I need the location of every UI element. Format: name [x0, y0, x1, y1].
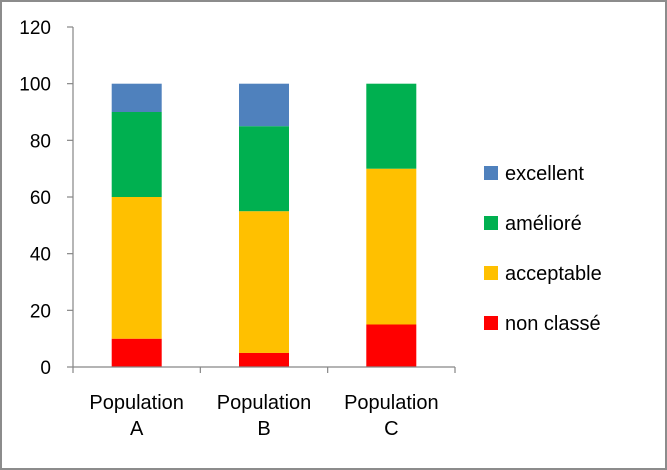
y-tick-label: 0	[40, 358, 51, 379]
bar-segment	[366, 83, 417, 169]
bar-segment	[111, 112, 162, 197]
y-tick-label: 60	[30, 188, 51, 209]
y-tick-label: 40	[30, 245, 51, 266]
legend-label: amélioré	[505, 213, 582, 235]
bar-segment	[239, 126, 289, 212]
x-category-label: B	[257, 418, 270, 440]
bar-segment	[366, 324, 417, 367]
x-category-label: Population	[89, 392, 184, 414]
legend-swatch	[484, 216, 498, 230]
bar-segment	[239, 83, 289, 127]
x-category-label: A	[130, 418, 144, 440]
legend-label: non classé	[505, 313, 601, 335]
legend: excellent amélioré acceptable non classé	[484, 163, 602, 335]
bar-segment	[239, 352, 289, 367]
y-tick-label: 100	[19, 75, 51, 96]
bar-segment	[366, 168, 417, 325]
bar-segment	[111, 338, 162, 367]
legend-label: acceptable	[505, 263, 602, 285]
legend-swatch	[484, 316, 498, 330]
x-category-label: Population	[344, 392, 439, 414]
bar-segment	[111, 197, 162, 339]
axes-layer: 0 20 40 60 80 100 120 Population A Population B Pop…	[19, 18, 456, 440]
y-tick-label: 80	[30, 131, 51, 152]
bar-segment	[111, 83, 162, 112]
x-category-label: C	[384, 418, 398, 440]
legend-label: excellent	[505, 163, 584, 185]
y-tick-label: 120	[19, 18, 51, 39]
legend-swatch	[484, 166, 498, 180]
bar-segment	[239, 211, 289, 353]
bars-layer	[111, 83, 417, 367]
y-tick-label: 20	[30, 301, 51, 322]
x-category-label: Population	[217, 392, 312, 414]
legend-swatch	[484, 266, 498, 280]
